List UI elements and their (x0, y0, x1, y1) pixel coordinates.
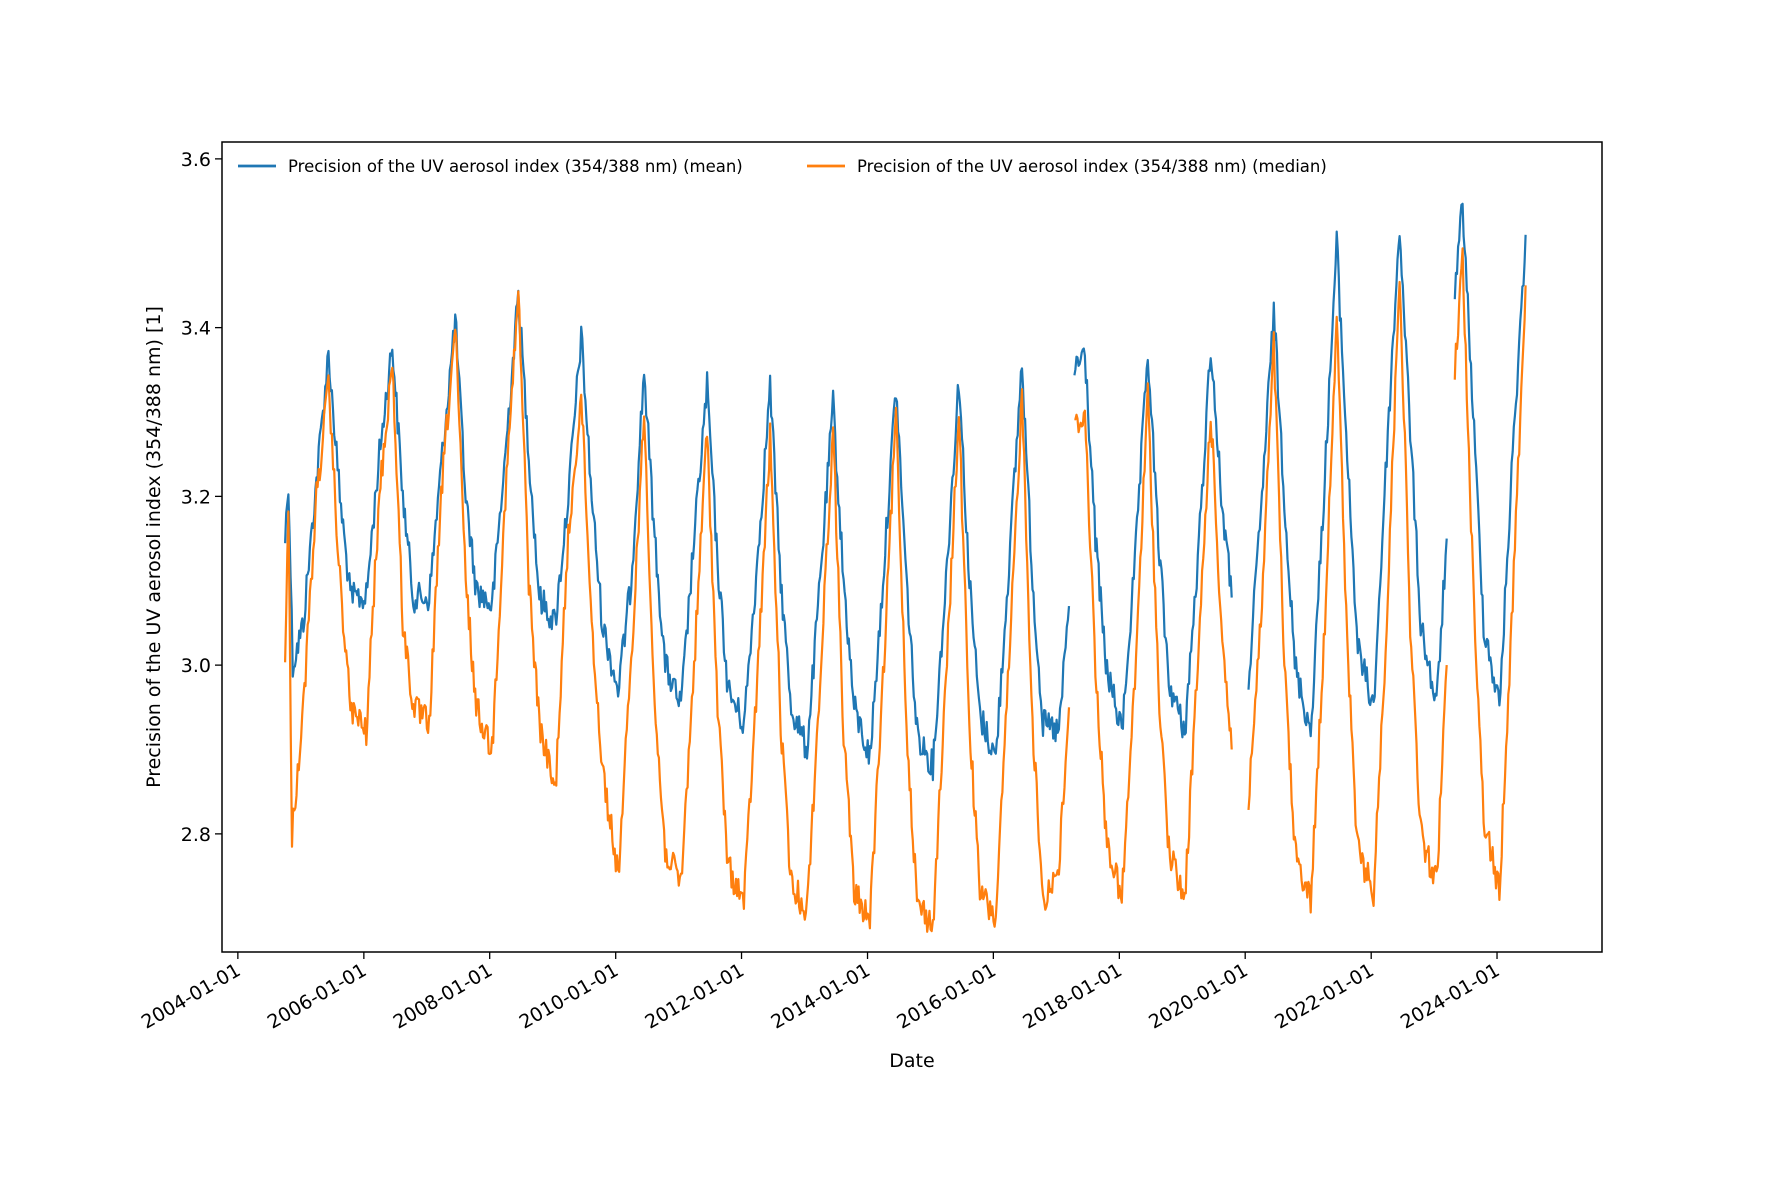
series-line-0 (284, 289, 1071, 782)
series-layer (284, 202, 1527, 933)
x-axis-label: Date (889, 1050, 934, 1072)
series-line-3 (1453, 202, 1527, 707)
legend: Precision of the UV aerosol index (354/3… (238, 157, 1327, 176)
series-line-5 (1074, 382, 1233, 904)
series-line-1 (1073, 347, 1233, 739)
y-axis: 2.8 3.0 3.2 3.4 3.6 (181, 149, 222, 846)
y-tick-label: 3.4 (181, 318, 211, 340)
plot-frame (221, 141, 1603, 953)
y-axis-label: Precision of the UV aerosol index (354/3… (143, 306, 165, 788)
y-tick-label: 3.6 (181, 149, 211, 171)
series-line-4 (284, 290, 1071, 933)
legend-label: Precision of the UV aerosol index (354/3… (857, 157, 1327, 176)
series-line-6 (1247, 280, 1448, 914)
series-line-7 (1453, 247, 1527, 901)
legend-label: Precision of the UV aerosol index (354/3… (288, 157, 743, 176)
y-tick-label: 3.2 (181, 486, 211, 508)
series-line-2 (1247, 230, 1448, 738)
y-tick-label: 3.0 (181, 655, 211, 677)
y-tick-label: 2.8 (181, 824, 211, 846)
